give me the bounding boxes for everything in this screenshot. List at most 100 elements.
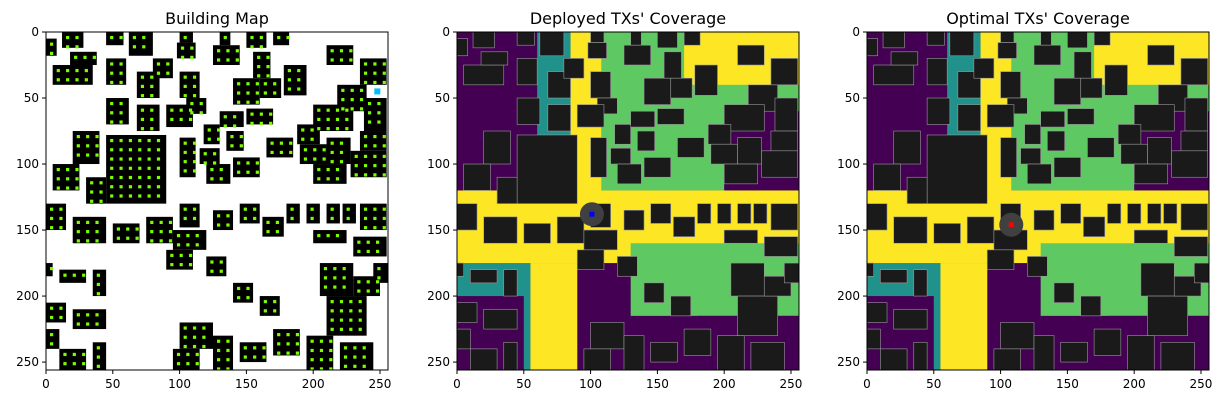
candidate-tx-marker <box>63 352 67 357</box>
candidate-tx-marker <box>183 150 187 155</box>
candidate-tx-marker <box>179 263 183 267</box>
candidate-tx-marker <box>217 367 221 370</box>
building-block <box>259 78 282 99</box>
candidate-tx-marker <box>75 177 79 181</box>
candidate-tx-marker <box>183 141 187 145</box>
candidate-tx-marker <box>192 84 197 89</box>
candidate-tx-marker <box>353 364 357 368</box>
building-block <box>233 157 260 178</box>
candidate-tx-marker <box>363 207 368 211</box>
candidate-tx-marker <box>262 346 266 350</box>
candidate-tx-marker <box>50 315 54 320</box>
candidate-tx-marker <box>66 186 70 190</box>
candidate-tx-marker <box>99 181 103 185</box>
candidate-tx-marker <box>341 88 345 92</box>
building-overlay <box>1180 203 1208 231</box>
candidate-tx-marker <box>330 58 334 62</box>
candidate-tx-marker <box>246 91 250 95</box>
candidate-tx-marker <box>326 167 330 172</box>
building-overlay <box>906 176 928 204</box>
candidate-tx-marker <box>377 120 381 124</box>
building-overlay <box>717 335 745 370</box>
building-overlay <box>973 58 995 79</box>
candidate-tx-marker <box>56 167 60 172</box>
candidate-tx-marker <box>269 121 273 125</box>
building-overlay <box>1140 262 1175 297</box>
building-overlay <box>893 216 928 244</box>
candidate-tx-marker <box>138 166 142 170</box>
deployed-coverage-frame <box>456 31 800 371</box>
candidate-tx-marker <box>310 339 314 343</box>
candidate-tx-marker <box>56 78 60 82</box>
candidate-tx-marker <box>223 115 227 119</box>
building-overlay <box>694 64 718 96</box>
building-overlay <box>516 32 535 46</box>
candidate-tx-marker <box>86 220 90 225</box>
building-overlay <box>1133 229 1168 244</box>
building-overlay <box>1033 335 1055 370</box>
candidate-tx-marker <box>132 45 137 49</box>
candidate-tx-marker <box>363 173 368 177</box>
building-overlay <box>1117 124 1142 145</box>
candidate-tx-marker <box>377 267 381 271</box>
candidate-tx-marker <box>170 263 174 267</box>
candidate-tx-marker <box>217 348 221 353</box>
building-overlay <box>867 262 874 277</box>
building-block <box>246 32 267 48</box>
candidate-tx-marker <box>156 62 161 66</box>
candidate-tx-marker <box>176 234 181 238</box>
candidate-tx-marker <box>259 35 263 40</box>
building-overlay <box>1067 32 1088 49</box>
candidate-tx-marker <box>287 87 292 91</box>
candidate-tx-marker <box>339 150 344 155</box>
candidate-tx-marker <box>95 239 99 243</box>
building-overlay <box>737 295 778 336</box>
building-block <box>326 137 351 165</box>
building-overlay <box>1080 295 1102 317</box>
building-overlay <box>496 176 518 204</box>
candidate-tx-marker <box>345 117 349 122</box>
candidate-tx-marker <box>382 80 386 85</box>
candidate-tx-marker <box>119 62 123 66</box>
candidate-tx-marker <box>219 260 223 264</box>
candidate-tx-marker <box>358 318 362 322</box>
candidate-tx-marker <box>382 71 386 75</box>
candidate-tx-marker <box>310 216 314 221</box>
candidate-tx-marker <box>119 80 123 85</box>
candidate-tx-marker <box>140 94 145 98</box>
candidate-tx-marker <box>342 276 346 280</box>
candidate-tx-marker <box>170 108 174 112</box>
candidate-tx-marker <box>382 154 386 158</box>
candidate-tx-marker <box>270 150 274 155</box>
candidate-tx-marker <box>363 226 368 230</box>
candidate-tx-marker <box>72 273 76 277</box>
candidate-tx-marker <box>358 327 362 331</box>
building-overlay <box>637 130 656 152</box>
building-block <box>106 32 124 46</box>
candidate-tx-marker <box>326 234 330 238</box>
candidate-tx-marker <box>357 280 361 284</box>
candidate-tx-marker <box>59 226 63 230</box>
candidate-tx-marker <box>263 309 267 313</box>
candidate-tx-marker <box>273 300 277 304</box>
candidate-tx-marker <box>59 315 63 320</box>
candidate-tx-marker <box>317 108 321 112</box>
candidate-tx-marker <box>75 45 79 49</box>
building-block <box>212 45 240 66</box>
tx-point-marker <box>589 211 595 217</box>
candidate-tx-marker <box>373 144 377 148</box>
x-tick-label: 150 <box>235 377 258 391</box>
candidate-tx-marker <box>76 134 80 139</box>
candidate-tx-marker <box>279 150 283 155</box>
building-overlay <box>643 282 665 303</box>
candidate-tx-marker <box>357 240 361 244</box>
candidate-tx-marker <box>243 355 247 359</box>
building-overlay <box>463 64 505 86</box>
x-tick-label: 200 <box>1123 377 1146 391</box>
building-overlay <box>730 262 765 297</box>
candidate-tx-marker <box>86 322 90 326</box>
building-overlay <box>737 203 752 224</box>
building-overlay <box>623 44 652 66</box>
building-overlay <box>539 32 565 57</box>
candidate-tx-marker <box>349 49 353 53</box>
